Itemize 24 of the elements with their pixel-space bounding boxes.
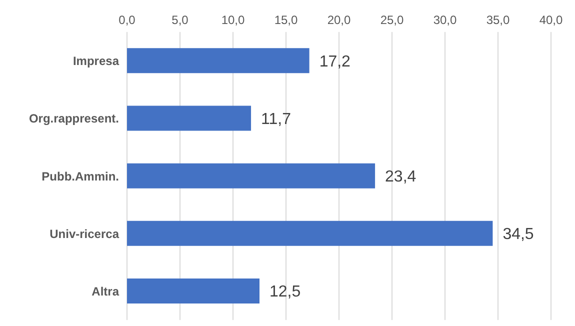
- data-label: 17,2: [319, 53, 351, 70]
- y-tick-label: Impresa: [72, 54, 120, 68]
- x-tick-label: 40,0: [539, 13, 563, 27]
- y-tick-label: Org.rappresent.: [28, 112, 119, 126]
- bar: [127, 220, 493, 246]
- x-tick-label: 25,0: [380, 13, 404, 27]
- bar: [127, 163, 376, 188]
- bar: [127, 106, 252, 131]
- data-label: 34,5: [502, 226, 534, 244]
- y-tick-label: Altra: [92, 284, 120, 298]
- bar: [127, 278, 260, 304]
- x-tick-label: 0,0: [118, 13, 136, 27]
- x-tick-label: 10,0: [221, 13, 245, 27]
- data-label: 12,5: [270, 284, 301, 301]
- bar: [127, 48, 310, 74]
- x-tick-label: 5,0: [172, 13, 189, 27]
- y-tick-label: Univ-ricerca: [50, 226, 120, 241]
- x-tick-label: 30,0: [433, 13, 457, 27]
- x-tick-label: 20,0: [327, 13, 351, 27]
- data-label: 23,4: [385, 168, 416, 186]
- data-label: 11,7: [261, 110, 292, 128]
- x-tick-label: 35,0: [486, 13, 510, 27]
- x-tick-label: 15,0: [274, 13, 298, 27]
- y-tick-label: Pubb.Ammin.: [42, 169, 119, 184]
